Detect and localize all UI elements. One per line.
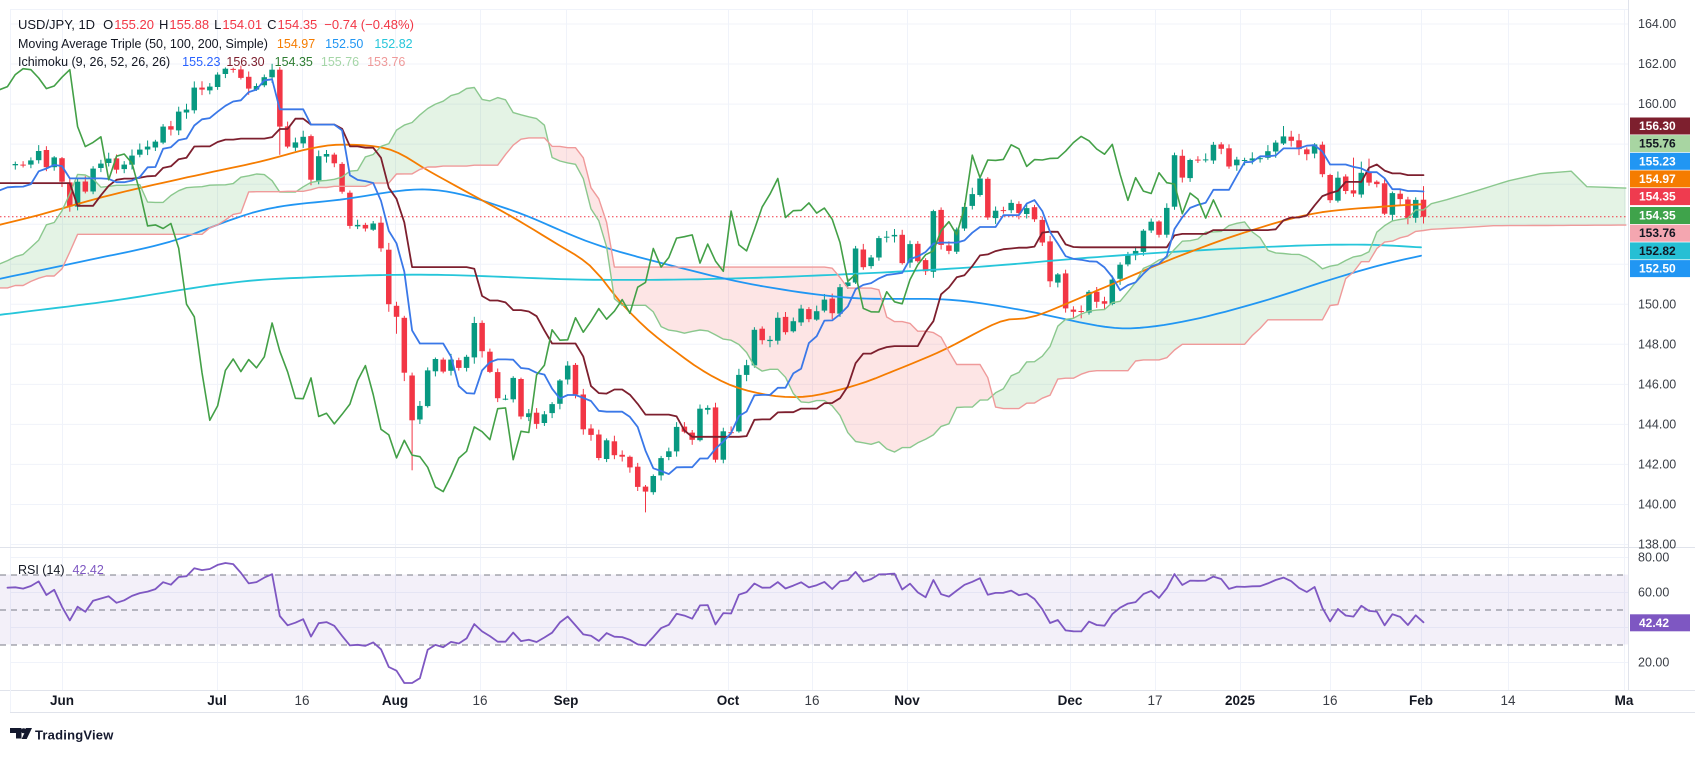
svg-text:164.00: 164.00 — [1638, 17, 1676, 31]
svg-text:14: 14 — [1500, 693, 1516, 708]
svg-text:60.00: 60.00 — [1638, 586, 1669, 600]
svg-text:42.42: 42.42 — [1639, 616, 1669, 630]
svg-text:Ichimoku (9, 26, 52, 26, 26)15: Ichimoku (9, 26, 52, 26, 26) 155.23 156.30… — [18, 55, 405, 69]
svg-text:154.35: 154.35 — [1639, 190, 1676, 204]
svg-text:TradingView: TradingView — [35, 728, 114, 743]
svg-text:Nov: Nov — [894, 693, 920, 708]
svg-text:Oct: Oct — [717, 693, 740, 708]
svg-text:16: 16 — [294, 693, 309, 708]
svg-text:153.76: 153.76 — [1639, 226, 1676, 240]
svg-text:144.00: 144.00 — [1638, 417, 1676, 431]
svg-text:Dec: Dec — [1058, 693, 1083, 708]
svg-text:154.97: 154.97 — [1639, 172, 1676, 186]
svg-text:140.00: 140.00 — [1638, 498, 1676, 512]
svg-text:17: 17 — [1147, 693, 1162, 708]
svg-text:Moving Average Triple (50, 100: Moving Average Triple (50, 100, 200, Sim… — [18, 37, 413, 51]
svg-text:150.00: 150.00 — [1638, 297, 1676, 311]
svg-text:80.00: 80.00 — [1638, 551, 1669, 565]
svg-text:Aug: Aug — [382, 693, 408, 708]
svg-text:RSI (14)42.42: RSI (14) 42.42 — [18, 563, 104, 577]
svg-text:155.23: 155.23 — [1639, 154, 1676, 168]
svg-text:142.00: 142.00 — [1638, 457, 1676, 471]
svg-text:Feb: Feb — [1409, 693, 1433, 708]
svg-text:Jul: Jul — [207, 693, 227, 708]
svg-text:Jun: Jun — [50, 693, 74, 708]
svg-text:152.82: 152.82 — [1639, 244, 1676, 258]
svg-text:155.76: 155.76 — [1639, 137, 1676, 151]
svg-text:152.50: 152.50 — [1639, 262, 1676, 276]
svg-text:Sep: Sep — [554, 693, 579, 708]
svg-text:20.00: 20.00 — [1638, 656, 1669, 670]
svg-text:16: 16 — [472, 693, 487, 708]
svg-text:162.00: 162.00 — [1638, 57, 1676, 71]
svg-text:146.00: 146.00 — [1638, 377, 1676, 391]
svg-text:16: 16 — [1322, 693, 1337, 708]
svg-text:16: 16 — [804, 693, 819, 708]
svg-text:156.30: 156.30 — [1639, 119, 1676, 133]
svg-text:138.00: 138.00 — [1638, 538, 1676, 552]
svg-text:148.00: 148.00 — [1638, 337, 1676, 351]
svg-text:2025: 2025 — [1225, 693, 1256, 708]
svg-text:154.35: 154.35 — [1639, 209, 1676, 223]
svg-text:Ma: Ma — [1615, 693, 1634, 708]
svg-text:160.00: 160.00 — [1638, 97, 1676, 111]
